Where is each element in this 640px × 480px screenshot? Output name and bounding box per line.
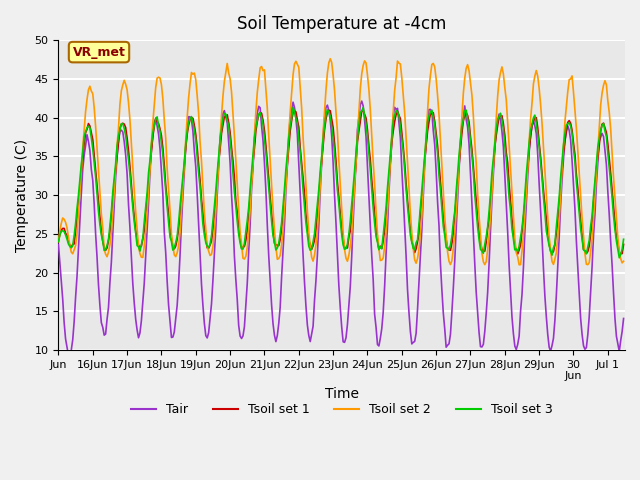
Y-axis label: Temperature (C): Temperature (C) — [15, 139, 29, 252]
Text: VR_met: VR_met — [72, 46, 125, 59]
X-axis label: Time: Time — [324, 387, 358, 401]
Title: Soil Temperature at -4cm: Soil Temperature at -4cm — [237, 15, 446, 33]
Legend: Tair, Tsoil set 1, Tsoil set 2, Tsoil set 3: Tair, Tsoil set 1, Tsoil set 2, Tsoil se… — [125, 398, 558, 421]
